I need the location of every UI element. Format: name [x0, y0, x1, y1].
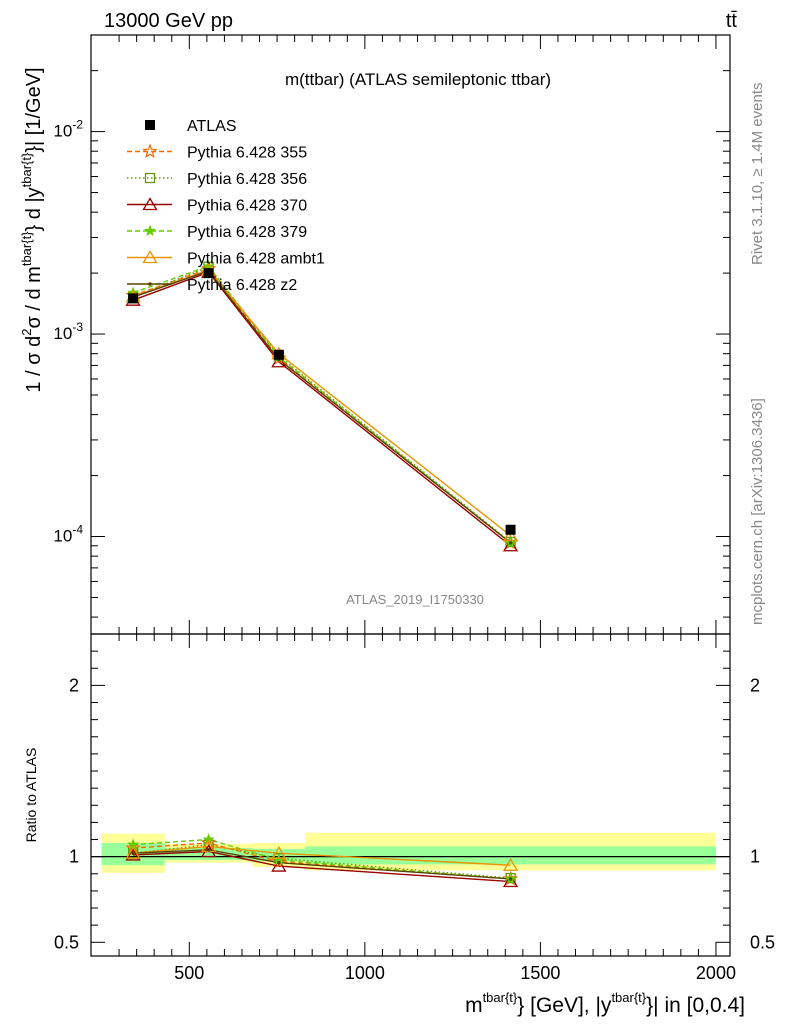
series-line-pythia-6-428-355 [132, 267, 512, 544]
uncertainty-band-inner [305, 846, 716, 865]
legend-marker [148, 282, 152, 286]
ratio-point-pythia-6-428-355 [125, 839, 141, 855]
legend-marker [142, 250, 158, 264]
ratio-point-pythia-6-428-370 [271, 858, 287, 872]
x-tick-label: 1500 [520, 963, 560, 983]
ratio-point-pythia-6-428-ambt1 [271, 845, 287, 859]
chart-title: m(ttbar) (ATLAS semileptonic ttbar) [285, 70, 551, 89]
header-right: tt̄ [726, 10, 738, 32]
y-tick-label-right: 2 [750, 675, 760, 695]
y-tick-label-right: 0.5 [750, 932, 775, 952]
legend-label: ATLAS [187, 118, 237, 135]
ratio-point-pythia-6-428-370 [125, 847, 141, 861]
uncertainty-band-inner [164, 848, 253, 861]
x-tick-label: 2000 [696, 963, 736, 983]
x-tick-label: 1000 [345, 963, 385, 983]
legend-item-pythia-6-428-355: Pythia 6.428 355 [127, 143, 307, 162]
data-point-atlas [128, 293, 139, 304]
legend-marker [143, 224, 157, 237]
legend-label: Pythia 6.428 370 [187, 198, 307, 215]
legend-label: Pythia 6.428 z2 [187, 277, 297, 294]
ratio-line-pythia-6-428-ambt1 [133, 845, 511, 866]
y-tick-label: 10-2 [53, 118, 83, 141]
data-point-pythia-6-428-z2 [508, 541, 513, 545]
legend: ATLAS Pythia 6.428 355 Pythia 6.428 356 Pyt… [127, 118, 325, 294]
legend-item-pythia-6-428-ambt1: Pythia 6.428 ambt1 [127, 250, 325, 268]
header-left: 13000 GeV pp [104, 10, 233, 32]
legend-item-pythia-6-428-z2: Pythia 6.428 z2 [127, 277, 297, 294]
ratio-point-pythia-6-428-ambt1 [502, 857, 519, 871]
y-axis-label-main: 1 / σ d2σ / d mtbar{t}} d |ytbar{t}}| [1… [19, 67, 45, 392]
x-axis-label-text: mtbar{t}} [GeV], |ytbar{t}}| in [0,0.4] [465, 990, 745, 1017]
legend-item-pythia-6-428-356: Pythia 6.428 356 [127, 171, 307, 188]
y-tick-label: 10-4 [53, 523, 83, 546]
ratio-line-pythia-6-428-z2 [133, 849, 511, 880]
main-panel: 10-4 10-3 10-2 m(ttbar) (ATLAS semileptoni… [53, 34, 731, 635]
mcplots-label: mcplots.cern.ch [arXiv:1306.3436] [749, 398, 766, 625]
legend-item-pythia-6-428-370: Pythia 6.428 370 [127, 197, 307, 215]
series-line-pythia-6-428-356 [132, 265, 512, 543]
rivet-label: Rivet 3.1.10, ≥ 1.4M events [749, 83, 766, 266]
ratio-point-pythia-6-428-z2 [131, 851, 135, 856]
legend-label: Pythia 6.428 355 [187, 145, 307, 162]
legend-marker [145, 120, 155, 130]
legend-item-pythia-6-428-379: Pythia 6.428 379 [127, 224, 307, 241]
ratio-line-pythia-6-428-370 [133, 850, 511, 883]
y-tick-label: 0.5 [54, 932, 79, 952]
data-point-pythia-6-428-370 [502, 538, 519, 552]
ratio-frame [90, 633, 731, 957]
series-line-pythia-6-428-ambt1 [132, 269, 512, 537]
y-tick-label-right: 1 [750, 847, 760, 867]
x-tick-label: 500 [174, 963, 204, 983]
legend-label: Pythia 6.428 379 [187, 224, 307, 241]
ratio-point-pythia-6-428-z2 [508, 877, 513, 881]
legend-marker [142, 197, 158, 211]
series-line-pythia-6-428-z2 [132, 270, 512, 544]
y-axis-label-ratio: Ratio to ATLAS [23, 748, 39, 843]
y-tick-label: 10-3 [53, 320, 83, 343]
ratio-point-pythia-6-428-ambt1 [125, 845, 141, 859]
x-axis-label: mtbar{t}} [GeV], |ytbar{t}}| in [0,0.4] [465, 990, 745, 1017]
legend-label: Pythia 6.428 ambt1 [187, 251, 325, 268]
legend-label: Pythia 6.428 356 [187, 171, 307, 188]
data-point-atlas [273, 349, 284, 360]
analysis-label: ATLAS_2019_I1750330 [346, 592, 484, 607]
ratio-point-pythia-6-428-370 [502, 874, 519, 888]
legend-marker [144, 172, 156, 184]
ratio-point-pythia-6-428-z2 [277, 860, 281, 865]
series-line-pythia-6-428-370 [132, 271, 512, 547]
data-point-pythia-6-428-ambt1 [502, 528, 519, 542]
data-point-atlas [203, 268, 214, 279]
legend-marker [142, 143, 158, 159]
y-tick-label: 2 [69, 675, 79, 695]
ratio-point-pythia-6-428-z2 [206, 848, 211, 852]
y-axis-label-text: 1 / σ d2σ / d mtbar{t}} d |ytbar{t}}| [1… [19, 67, 45, 392]
y-tick-label: 1 [69, 847, 79, 867]
data-point-atlas [505, 524, 516, 535]
legend-item-atlas: ATLAS [145, 118, 237, 135]
ratio-point-pythia-6-428-379 [202, 833, 215, 845]
ratio-panel: 0.5 0.5 1 1 2 2 500 1000 1500 2000 [54, 633, 775, 983]
